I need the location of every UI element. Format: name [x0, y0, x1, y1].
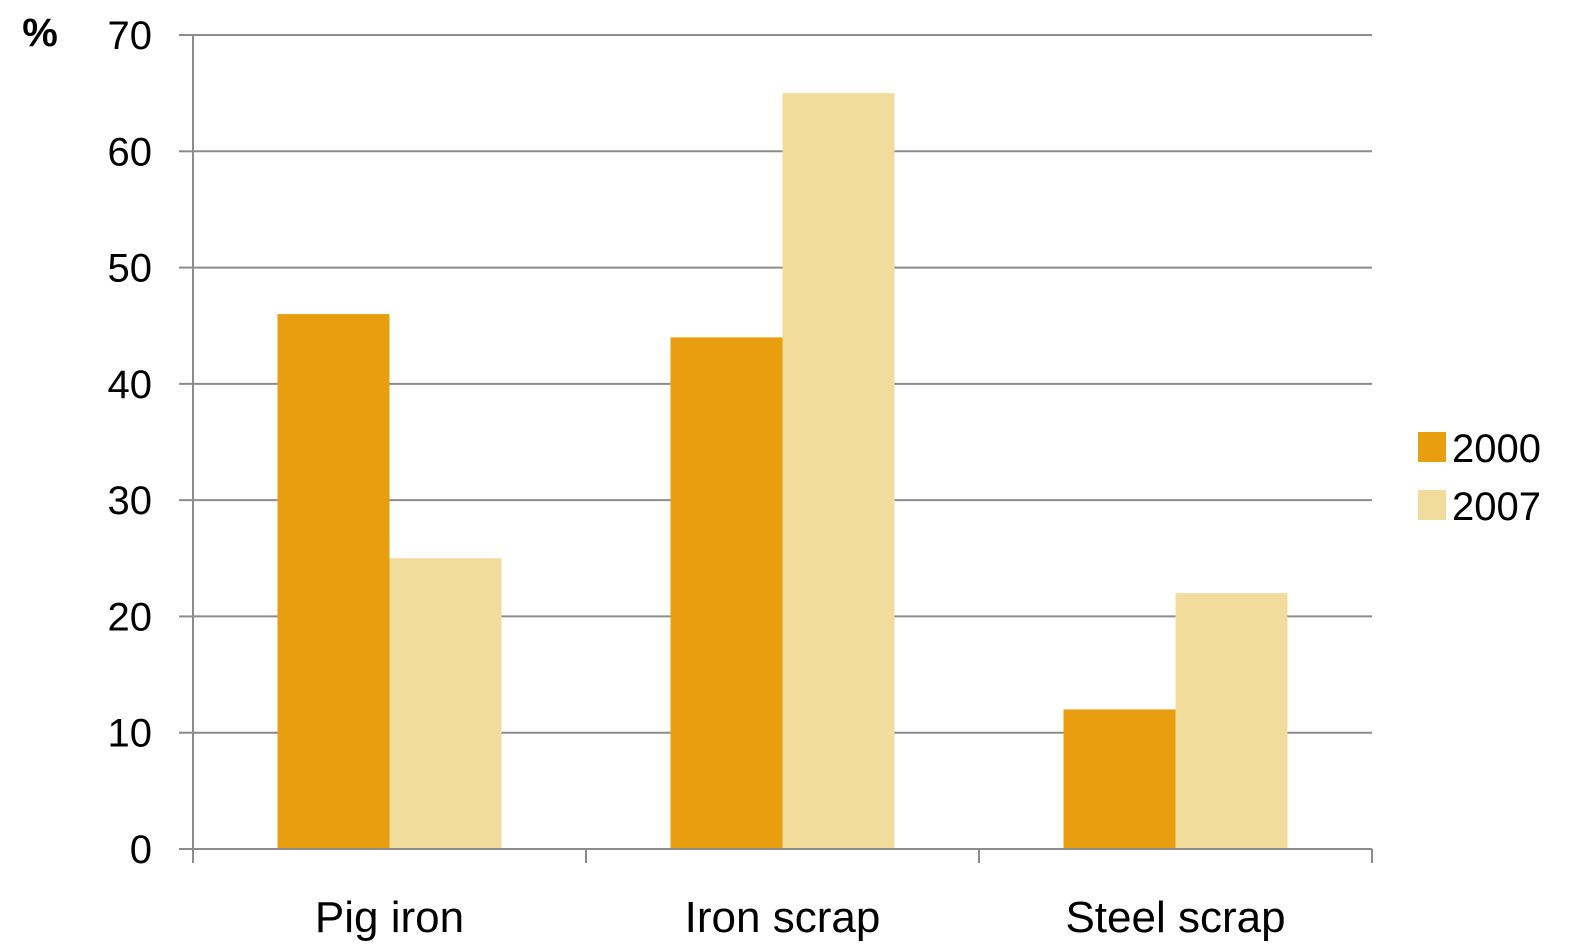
legend-swatch-2000 [1418, 432, 1446, 462]
y-tick-label: 10 [108, 712, 153, 756]
legend-label-2007: 2007 [1452, 485, 1541, 529]
y-tick-label: 20 [108, 595, 153, 639]
y-tick-label: 40 [108, 363, 153, 407]
y-tick-label: 30 [108, 479, 153, 523]
legend: 2000 2007 [1418, 427, 1541, 529]
category-label: Pig iron [315, 893, 464, 942]
bar-2000-steel-scrap [1063, 709, 1176, 849]
y-axis-unit-label: % [22, 11, 58, 55]
bar-2007-pig-iron [389, 558, 502, 849]
y-tick-label: 0 [130, 828, 152, 872]
category-labels: Pig iron Iron scrap Steel scrap [315, 893, 1286, 942]
y-tick-labels: 0 10 20 30 40 50 60 70 [108, 14, 153, 872]
bar-2007-iron-scrap [782, 93, 895, 849]
y-tick-label: 60 [108, 130, 153, 174]
category-label: Steel scrap [1065, 893, 1285, 942]
category-label: Iron scrap [685, 893, 881, 942]
legend-label-2000: 2000 [1452, 427, 1541, 471]
legend-swatch-2007 [1418, 490, 1446, 520]
bar-2000-iron-scrap [670, 337, 783, 849]
y-tick-label: 50 [108, 247, 153, 291]
axes [179, 34, 1373, 863]
bar-2000-pig-iron [277, 314, 390, 850]
bar-2007-steel-scrap [1175, 593, 1288, 849]
y-tick-label: 70 [108, 14, 153, 58]
bars [277, 93, 1288, 850]
